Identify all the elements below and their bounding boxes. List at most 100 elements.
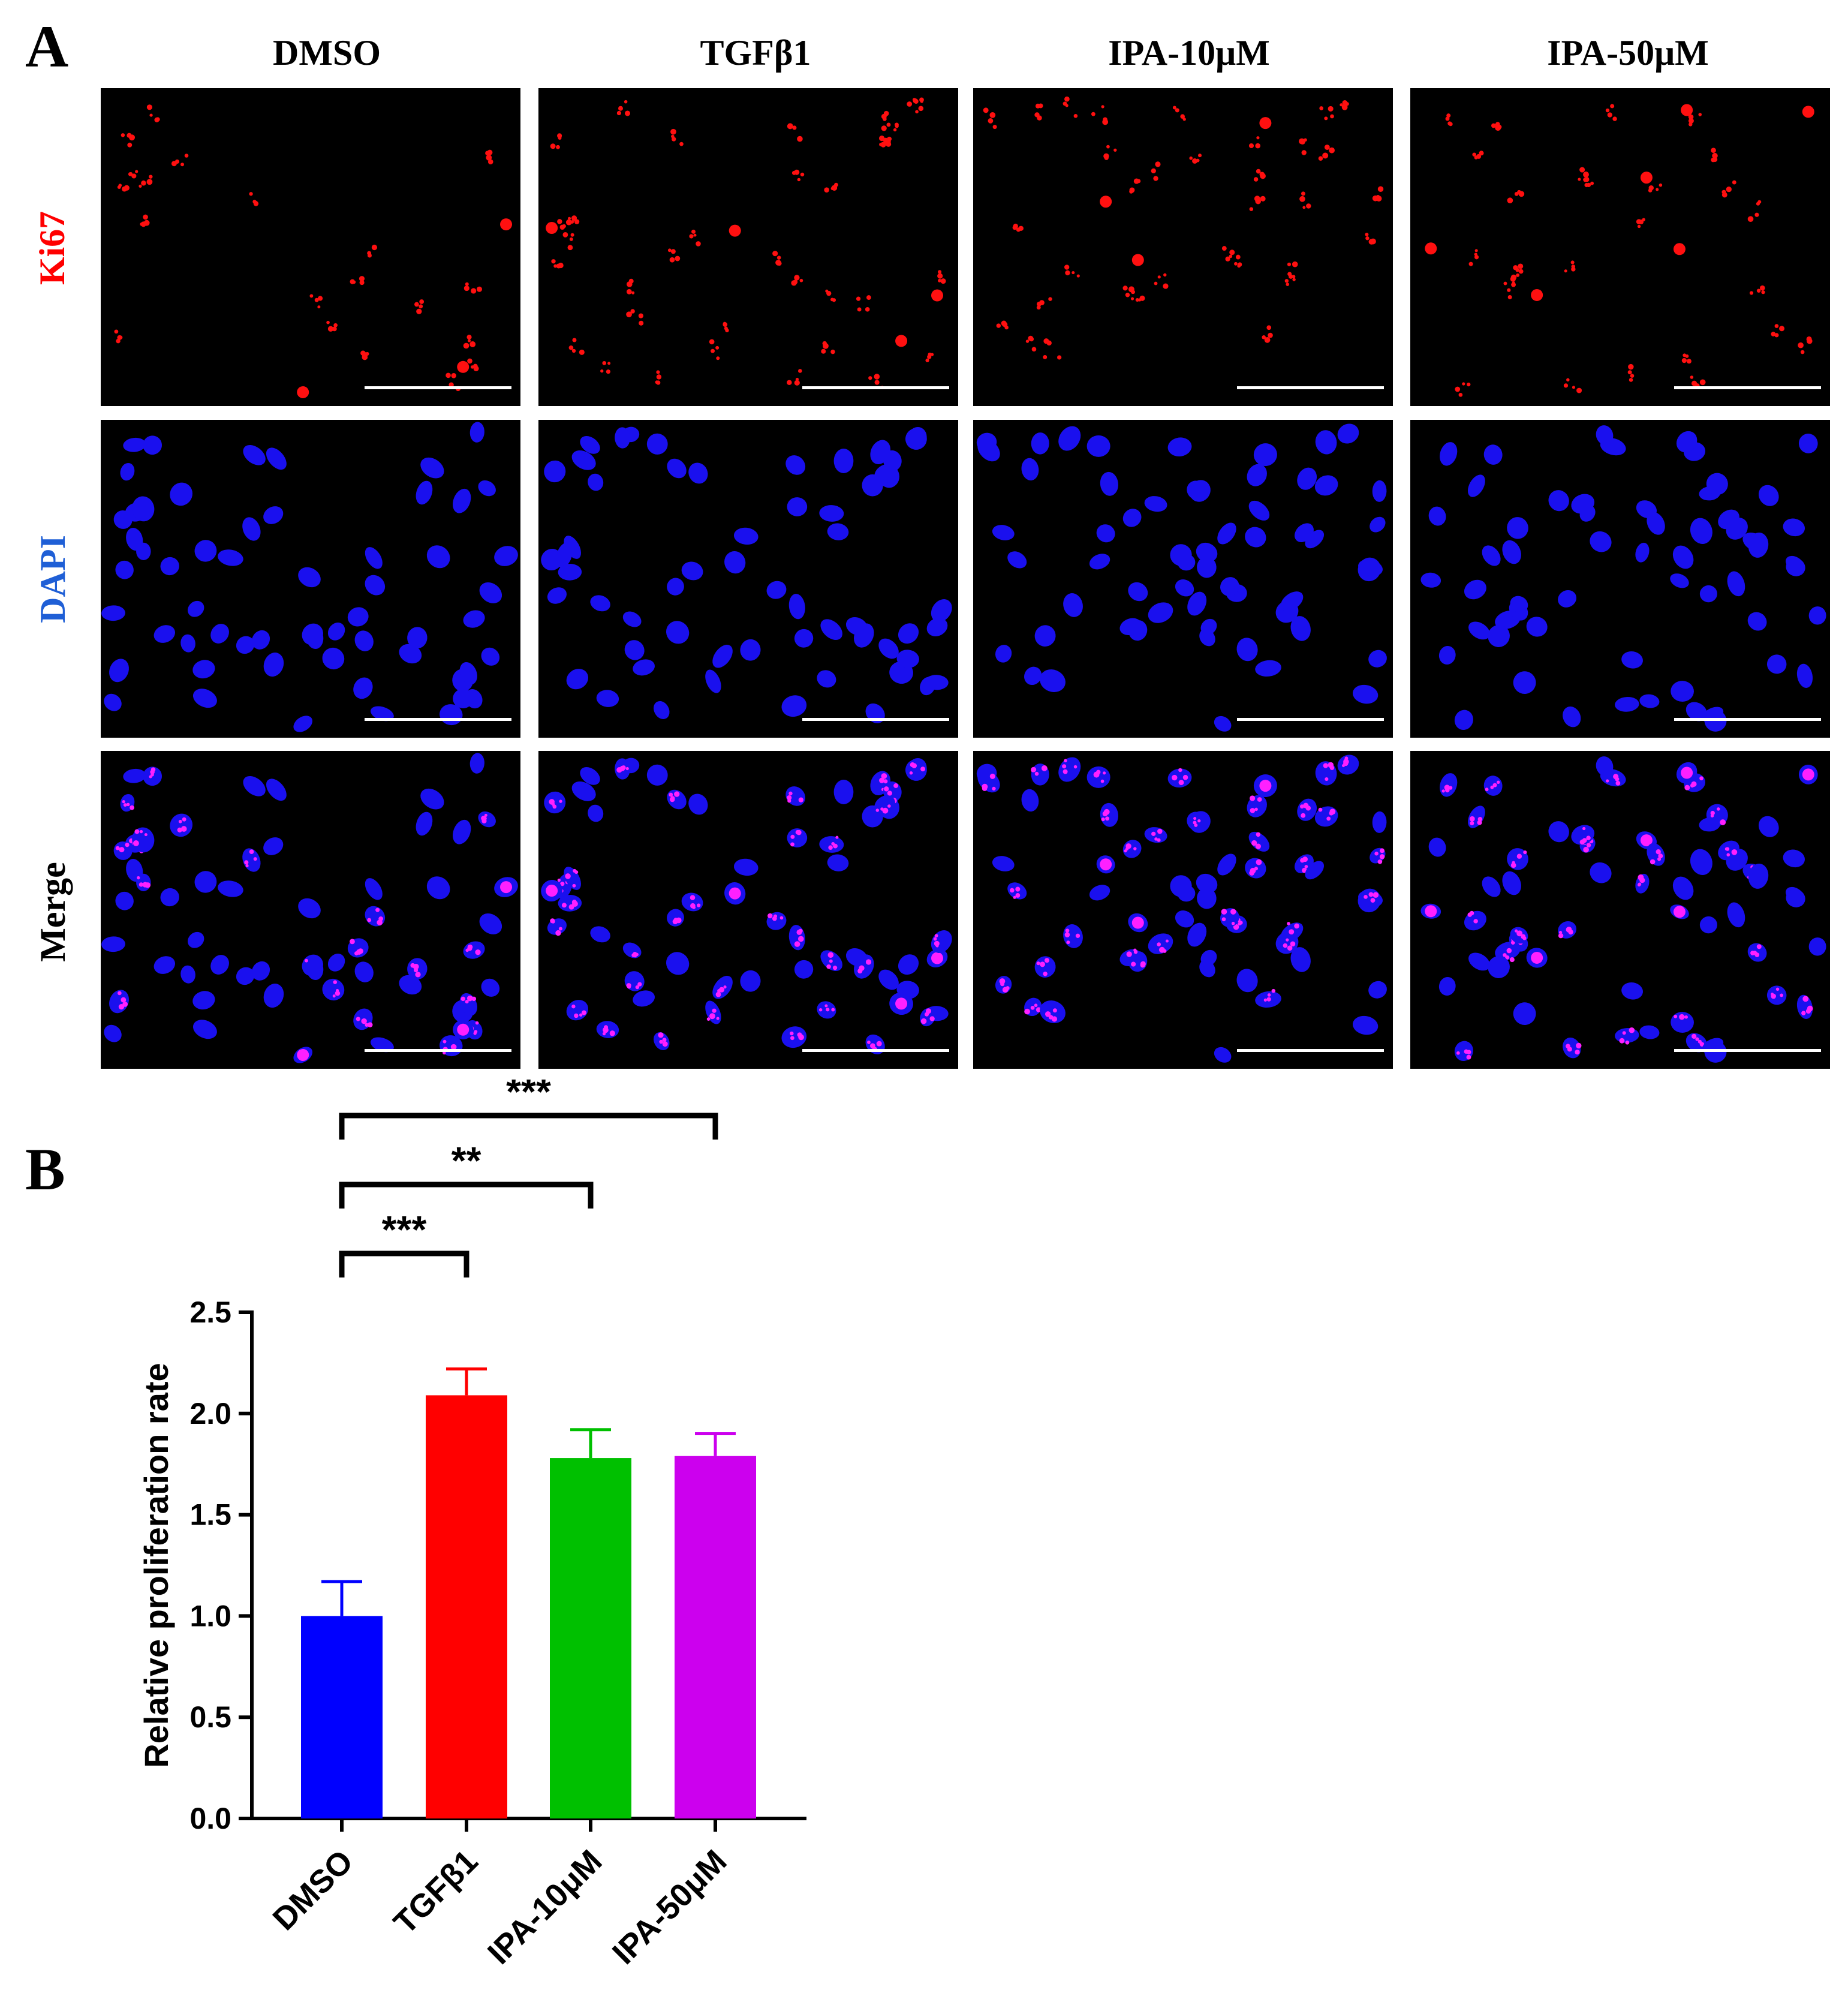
ki67-spot xyxy=(1467,382,1471,387)
nucleus-dapi xyxy=(1600,438,1626,456)
nucleus-dapi xyxy=(740,970,761,992)
ki67-spot xyxy=(139,184,142,188)
ki67-spot xyxy=(1658,853,1663,859)
ki67-spot xyxy=(465,282,469,286)
nucleus-dapi xyxy=(1352,1015,1379,1035)
ki67-spot xyxy=(1710,810,1715,816)
ki67-spot xyxy=(798,369,802,373)
ki67-spot xyxy=(1619,1038,1625,1044)
nucleus-dapi xyxy=(596,690,619,707)
ki67-spot xyxy=(180,163,185,167)
ki67-spot xyxy=(725,328,729,333)
y-axis-label: Relative proliferation rate xyxy=(137,1363,175,1767)
ki67-spot xyxy=(656,374,662,380)
ki67-spot xyxy=(317,296,323,301)
ki67-spot xyxy=(124,185,130,191)
ki67-spot xyxy=(1509,957,1515,963)
ki67-spot xyxy=(626,983,631,988)
nucleus-dapi xyxy=(787,497,808,516)
nucleus-dapi xyxy=(459,662,477,685)
nucleus-dapi xyxy=(1253,443,1277,467)
ki67-spot xyxy=(1292,278,1296,281)
ki67-spot xyxy=(791,170,796,175)
nucleus-dapi xyxy=(547,587,567,604)
nucleus-dapi xyxy=(1248,831,1270,852)
image-merge-dmso xyxy=(101,751,520,1069)
nucleus-dapi xyxy=(1214,716,1232,732)
ki67-spot xyxy=(579,1013,583,1017)
ki67-spot xyxy=(1605,108,1610,113)
ki67-spot xyxy=(798,797,804,802)
nucleus-dapi xyxy=(541,549,563,571)
ki67-spot xyxy=(546,222,558,235)
nucleus-dapi xyxy=(1808,606,1826,625)
ki67-spot xyxy=(333,323,338,327)
ki67-spot xyxy=(1444,784,1450,790)
ki67-spot xyxy=(1473,919,1478,924)
nucleus-dapi xyxy=(306,626,324,650)
ki67-spot xyxy=(982,783,988,790)
ki67-spot xyxy=(333,980,338,984)
nucleus-dapi xyxy=(266,778,287,801)
nucleus-dapi xyxy=(236,636,255,654)
ki67-spot xyxy=(1628,363,1634,370)
ki67-spot xyxy=(1615,781,1621,786)
nucleus-dapi xyxy=(571,450,596,470)
ki67-spot xyxy=(874,374,880,380)
nucleus-dapi xyxy=(1563,706,1581,728)
ki67-spot xyxy=(828,845,833,850)
ki67-spot xyxy=(1018,226,1024,232)
nucleus-dapi xyxy=(1747,943,1767,962)
ki67-spot xyxy=(772,251,778,257)
nucleus-dapi xyxy=(120,462,135,481)
ki67-spot xyxy=(1775,987,1780,991)
ki67-spot xyxy=(670,128,676,135)
nucleus-dapi xyxy=(920,677,936,696)
nucleus-dapi xyxy=(1358,559,1383,576)
nucleus-dapi xyxy=(1438,976,1456,996)
ki67-spot xyxy=(1267,993,1271,997)
bar-0 xyxy=(301,1616,383,1818)
ki67-spot xyxy=(829,959,833,963)
ki67-spot xyxy=(729,224,741,237)
ki67-spot xyxy=(1564,269,1567,273)
nucleus-dapi xyxy=(740,639,761,661)
ki67-spot xyxy=(911,763,917,768)
ki67-spot xyxy=(794,380,800,386)
nucleus-dapi xyxy=(242,517,261,541)
nucleus-dapi xyxy=(298,567,321,588)
image-canvas xyxy=(101,422,518,732)
nucleus-dapi xyxy=(306,957,324,981)
nucleus-dapi xyxy=(1699,916,1717,934)
nucleus-dapi xyxy=(820,619,842,641)
nucleus-dapi xyxy=(1507,517,1528,539)
ki67-spot xyxy=(1157,838,1161,842)
nucleus-dapi xyxy=(1031,432,1049,455)
nucleus-dapi xyxy=(104,693,122,711)
ki67-spot xyxy=(1256,832,1261,837)
nucleus-dapi xyxy=(688,793,708,815)
ki67-spot xyxy=(1512,861,1515,865)
ki67-spot xyxy=(876,1041,882,1047)
ki67-spot xyxy=(1648,185,1654,191)
ki67-spot xyxy=(1091,112,1095,116)
nucleus-dapi xyxy=(243,444,266,465)
nucleus-dapi xyxy=(788,594,805,620)
nucleus-dapi xyxy=(622,611,642,627)
ki67-spot xyxy=(1043,354,1048,359)
ki67-spot xyxy=(481,818,487,823)
ki67-spot xyxy=(886,141,892,147)
nucleus-dapi xyxy=(1639,694,1660,708)
significance-bracket-2 xyxy=(339,1113,718,1140)
bar-1 xyxy=(426,1395,507,1818)
nucleus-dapi xyxy=(1747,612,1767,631)
ki67-spot xyxy=(1287,262,1292,266)
ki67-spot xyxy=(637,982,642,987)
ki67-spot xyxy=(1255,843,1261,849)
nucleus-dapi xyxy=(898,623,919,644)
ki67-spot xyxy=(821,348,826,354)
nucleus-dapi xyxy=(624,640,645,660)
ki67-spot xyxy=(830,349,835,354)
ki67-spot xyxy=(1558,931,1563,934)
ki67-spot xyxy=(1458,393,1463,397)
